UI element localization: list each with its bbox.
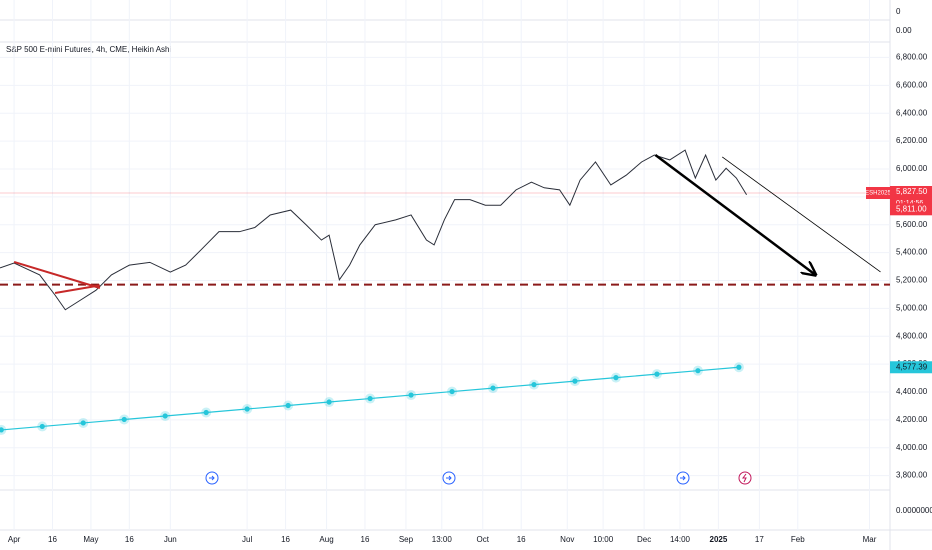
x-tick-label: 14:00 bbox=[670, 535, 691, 544]
ma-dot bbox=[490, 385, 496, 391]
y-tick-label: 5,600.00 bbox=[896, 220, 928, 229]
event-icons bbox=[205, 471, 752, 485]
ma-tag-text: 4,577.39 bbox=[896, 362, 928, 371]
ma-dot bbox=[695, 368, 701, 374]
trend-line bbox=[722, 156, 881, 273]
trend-line bbox=[654, 154, 815, 275]
ma-dot bbox=[572, 378, 578, 384]
x-tick-label: Aug bbox=[319, 535, 333, 544]
prev-price-tag bbox=[890, 203, 932, 216]
trend-line bbox=[13, 260, 101, 289]
prev-price-text: 5,811.00 bbox=[896, 204, 927, 213]
x-tick-label: Oct bbox=[477, 535, 490, 544]
pane-label: 0 bbox=[896, 7, 901, 16]
y-tick-label: 3,800.00 bbox=[896, 471, 928, 480]
x-tick-label: 16 bbox=[361, 535, 370, 544]
ma-dot bbox=[162, 413, 168, 419]
y-tick-label: 5,000.00 bbox=[896, 303, 928, 312]
ma-dot bbox=[244, 406, 250, 412]
x-tick-label: 16 bbox=[125, 535, 134, 544]
x-tick-label: Dec bbox=[637, 535, 651, 544]
y-tick-label: 4,400.00 bbox=[896, 387, 928, 396]
y-tick-label: 5,400.00 bbox=[896, 248, 928, 257]
event-glyph bbox=[446, 475, 452, 481]
ma-dot bbox=[531, 382, 537, 388]
ma-dot bbox=[39, 423, 45, 430]
x-tick-label: 2025 bbox=[710, 535, 728, 544]
chart-title: S&P 500 E-mini Futures, 4h, CME, Heikin … bbox=[6, 45, 171, 54]
x-tick-label: 10:00 bbox=[593, 535, 614, 544]
ma-dot bbox=[0, 427, 4, 433]
ma-dot bbox=[367, 395, 373, 402]
symbol-tag-text: ESH2025 bbox=[865, 191, 891, 197]
x-tick-label: Jun bbox=[164, 535, 177, 544]
ma-dot bbox=[654, 371, 660, 377]
y-tick-label: 6,000.00 bbox=[896, 164, 928, 173]
last-price-text: 5,827.50 bbox=[896, 187, 928, 196]
x-tick-label: Jul bbox=[242, 535, 252, 544]
y-tick-label: 6,200.00 bbox=[896, 136, 928, 145]
y-tick-label: 6,800.00 bbox=[896, 53, 928, 62]
ma-dot bbox=[326, 399, 332, 405]
y-tick-label: 4,200.00 bbox=[896, 415, 928, 424]
ma-dot bbox=[449, 388, 455, 395]
ma-dot bbox=[203, 409, 209, 416]
x-tick-label: 16 bbox=[517, 535, 526, 544]
y-tick-label: 4,000.00 bbox=[896, 443, 928, 452]
symbol-tag bbox=[866, 186, 890, 199]
x-tick-label: 16 bbox=[48, 535, 57, 544]
y-tick-label: 4,800.00 bbox=[896, 331, 928, 340]
x-tick-label: 17 bbox=[755, 535, 764, 544]
y-tick-label: 6,600.00 bbox=[896, 80, 928, 89]
pane-label: 0.00 bbox=[896, 26, 912, 35]
ma-dot bbox=[121, 416, 127, 423]
event-glyph bbox=[209, 475, 215, 481]
x-tick-label: 13:00 bbox=[432, 535, 453, 544]
y-tick-label: 6,400.00 bbox=[896, 108, 928, 117]
ma-dot bbox=[408, 392, 414, 398]
ma-dot bbox=[285, 402, 291, 409]
x-tick-label: Sep bbox=[399, 535, 414, 544]
event-glyph bbox=[742, 473, 747, 483]
pane-label: 0.0000000 bbox=[896, 506, 932, 515]
x-tick-label: Apr bbox=[8, 535, 21, 544]
ma-dot bbox=[80, 420, 86, 426]
x-tick-label: Nov bbox=[560, 535, 574, 544]
x-tick-label: Mar bbox=[863, 535, 877, 544]
series-line bbox=[0, 149, 748, 311]
x-tick-label: Feb bbox=[791, 535, 805, 544]
ma-dot bbox=[736, 364, 742, 370]
trend-line bbox=[54, 284, 101, 295]
y-tick-label: 5,200.00 bbox=[896, 276, 928, 285]
x-tick-label: May bbox=[83, 535, 98, 544]
event-glyph bbox=[680, 475, 686, 481]
ma-dot bbox=[613, 375, 619, 381]
x-tick-label: 16 bbox=[281, 535, 290, 544]
ma-tag bbox=[890, 361, 932, 374]
